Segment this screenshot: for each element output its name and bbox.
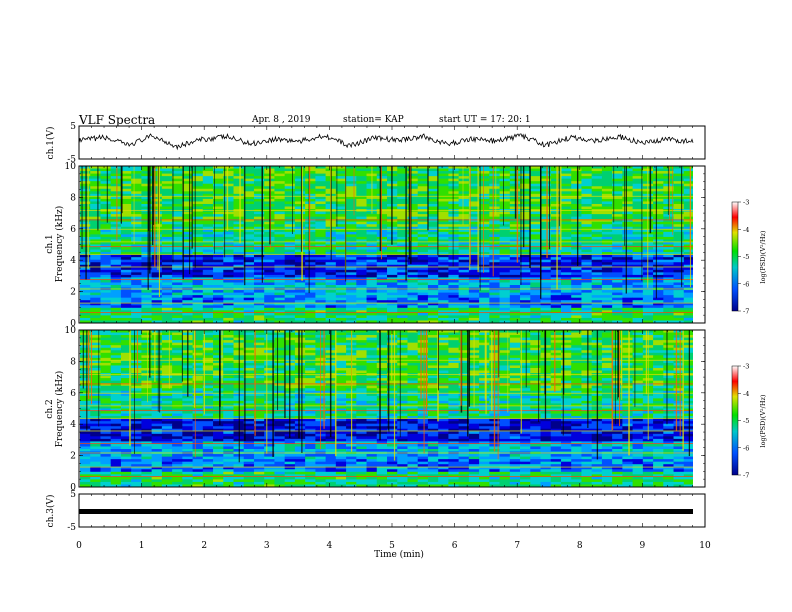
plot-title: VLF Spectra [79,113,156,127]
y-tick-label: 6 [70,225,76,235]
y-tick-label: 10 [65,162,77,172]
colorbar-ticks: -3 -4 -5 -6 -7 -3 -4 -5 -6 -7 [738,199,749,480]
colorbar-tick-label: -5 [743,417,749,425]
x-tick-label: 8 [577,541,583,551]
y-tick-label: 6 [70,389,76,399]
y-tick-label: 2 [70,288,76,298]
ch1-waveform-trace [78,133,694,151]
ch2-colorbar-label: log(PSD)(V²/Hz) [759,394,767,447]
y-tick-label: 0 [70,319,76,329]
colorbar-tick-label: -6 [743,444,749,452]
colorbar-tick-label: -3 [743,199,749,207]
x-tick-label: 9 [640,541,646,551]
x-tick-label: 7 [514,541,520,551]
x-tick-label: 5 [389,541,395,551]
y-tick-label: 0 [70,483,76,493]
y-tick-label: 5 [70,122,76,132]
ch3-waveform-trace [79,509,693,514]
y-tick-label: 2 [70,452,76,462]
station-label: station= KAP [343,115,404,125]
y-tick-label: 8 [70,357,76,367]
ch1-colorbar [731,201,739,312]
x-axis-label: Time (min) [374,549,424,560]
y-tick-label: -5 [67,523,76,533]
y-tick-label: 10 [65,326,77,336]
date-label: Apr. 8 , 2019 [252,115,311,125]
ch1-spectrogram [80,166,705,324]
ch1-waveform-frame [78,125,706,160]
ch2-spectrogram [80,330,705,488]
colorbar-tick-label: -7 [743,308,749,316]
colorbar-tick-label: -4 [743,390,749,398]
y-tick-label: 4 [70,256,76,266]
ch1-ylabel: ch.1(V) [45,127,56,160]
colorbar-tick-label: -4 [743,226,749,234]
x-tick-label: 6 [452,541,458,551]
ch3-ylabel: ch.3(V) [45,495,56,528]
x-tick-label: 3 [264,541,270,551]
colorbar-tick-label: -5 [743,253,749,261]
x-tick-label: 4 [327,541,333,551]
y-tick-label: 5 [70,490,76,500]
colorbar-tick-label: -3 [743,363,749,371]
ch1-spec-ylabel: ch.1Frequency (kHz) [45,206,65,283]
ch2-colorbar [731,365,739,476]
y-tick-label: -5 [67,155,76,165]
ch1-colorbar-label: log(PSD)(V²/Hz) [759,230,767,283]
x-tick-label: 1 [139,541,145,551]
colorbar-tick-label: -6 [743,280,749,288]
y-tick-label: 4 [70,420,76,430]
ch2-spec-ylabel: ch.2Frequency (kHz) [45,371,65,448]
colorbar-tick-label: -7 [743,472,749,480]
x-tick-label: 2 [201,541,207,551]
start-time-label: start UT = 17: 20: 1 [439,115,531,125]
x-tick-label: 0 [76,541,82,551]
x-tick-label: 10 [699,541,711,551]
y-tick-label: 8 [70,193,76,203]
